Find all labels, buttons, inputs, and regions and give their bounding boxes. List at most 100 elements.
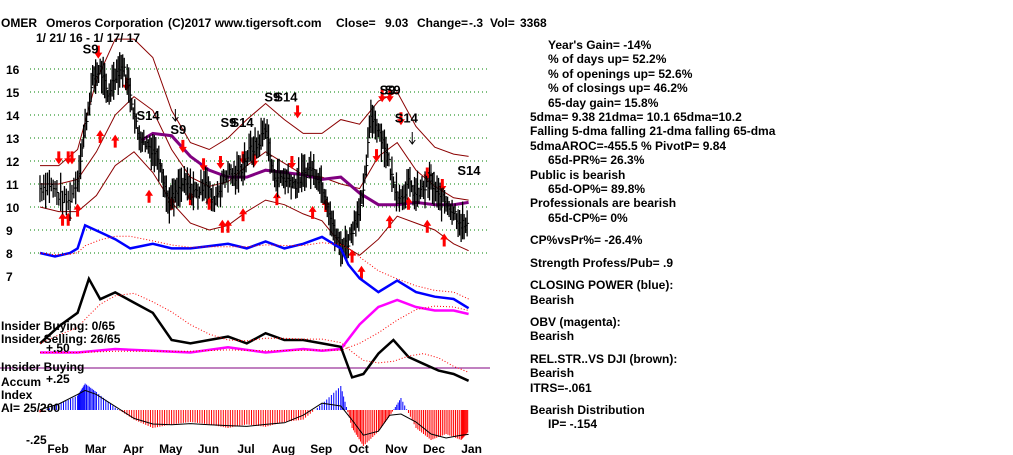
accum-label: Accum (1, 375, 41, 389)
openings-up: % of openings up= 52.6% (548, 66, 693, 81)
down-arrow-icon (171, 109, 179, 122)
panel-minus25: -.25 (26, 433, 47, 447)
aroc-pivot: 5dmaAROC=-455.5 % PivotP= 9.84 (530, 138, 727, 153)
down-arrow-icon (67, 151, 76, 165)
up-arrow-icon (218, 219, 227, 233)
x-tick-label: Nov (385, 442, 408, 455)
date-range: 1/ 21/ 16 - 1/ 17/ 17 (36, 31, 140, 45)
up-arrow-icon (385, 215, 394, 229)
up-arrow-icon (357, 265, 366, 279)
up-arrow-icon (348, 249, 357, 263)
up-arrow-icon (423, 219, 432, 233)
price-bars (39, 52, 470, 267)
up-arrow-icon (308, 205, 317, 219)
indicator-lines (39, 223, 470, 382)
relstr-status: Bearish (530, 366, 575, 381)
panel-plus50: +.50 (46, 341, 70, 355)
cp-vs-pr: CP%vsPr%= -26.4% (530, 233, 643, 248)
band-line (40, 95, 469, 201)
closing_power-line (39, 223, 470, 310)
y-tick-label: 12 (6, 155, 20, 169)
up-arrow-icon (239, 208, 248, 222)
signal-label: S9 (83, 41, 99, 56)
professionals-status: Professionals are bearish (530, 196, 677, 211)
header-company: Omeros Corporation (46, 16, 163, 30)
up-arrow-icon (96, 130, 105, 143)
header-change-value: -.3 (469, 16, 483, 30)
accum-index-histogram (39, 383, 469, 446)
closings-up: % of closings up= 46.2% (548, 81, 688, 96)
distribution-label: Bearish Distribution (530, 402, 645, 417)
band-line (40, 38, 469, 167)
y-tick-label: 13 (6, 132, 20, 146)
up-arrow-icon (145, 189, 154, 203)
signal-label: S14 (137, 108, 161, 123)
down-arrow-icon (54, 151, 63, 165)
down-arrow-icon (408, 132, 416, 145)
up-arrow-icon (73, 203, 82, 217)
x-tick-label: Mar (85, 442, 107, 455)
down-arrow-icon (372, 149, 381, 163)
cp-value: 65d-CP%= 0% (548, 210, 628, 225)
header-ticker: OMER (1, 16, 37, 30)
insider-buying-label: Insider Buying (1, 360, 84, 374)
strength-ratio: Strength Profess/Pub= .9 (530, 255, 674, 270)
ai-value: AI= 25/200 (1, 401, 60, 415)
days-up: % of days up= 52.2% (548, 52, 667, 67)
dma-values: 5dma= 9.38 21dma= 10.1 65dma=10.2 (530, 110, 742, 125)
signal-label: S9 (264, 90, 280, 105)
y-tick-label: 15 (6, 86, 20, 100)
y-tick-label: 11 (6, 178, 19, 192)
panel-plus25: +.25 (46, 372, 70, 386)
up-arrow-icon (58, 212, 67, 226)
ip-value: IP= -.154 (548, 417, 598, 432)
signal-label: S14 (231, 115, 255, 130)
down-arrow-icon (293, 105, 302, 119)
down-arrow-icon (385, 89, 394, 103)
down-arrow-icon (287, 156, 296, 169)
x-tick-label: Oct (349, 442, 369, 455)
x-tick-label: Apr (123, 442, 144, 455)
y-tick-label: 8 (6, 247, 13, 261)
down-arrow-icon (178, 139, 187, 153)
up-arrow-icon (272, 192, 281, 206)
x-tick-label: Feb (47, 442, 68, 455)
down-arrow-icon (396, 112, 405, 126)
obv-ma-line (40, 305, 469, 353)
down-arrow-icon (94, 45, 103, 59)
relstr-ma-line (39, 292, 469, 373)
stats-panel: Year's Gain= -14% % of days up= 52.2% % … (530, 38, 1000, 432)
x-tick-label: Jun (198, 442, 219, 455)
obv-status: Bearish (530, 329, 575, 344)
x-tick-label: Sep (310, 442, 332, 455)
relstr-label: REL.STR..VS DJI (brown): (530, 351, 678, 366)
up-arrow-icon (64, 212, 73, 226)
up-arrow-icon (224, 219, 232, 233)
down-arrow-icon (216, 156, 225, 169)
y-tick-label: 10 (6, 201, 20, 215)
signal-label: S9 (380, 83, 396, 98)
x-tick-label: Jul (237, 442, 254, 455)
itrs-value: ITRS=-.061 (530, 380, 592, 395)
obv-label: OBV (magenta): (530, 314, 621, 329)
header-vol-label: Vol= (490, 16, 515, 30)
x-tick-label: Jan (461, 442, 482, 455)
signal-label: S14 (274, 90, 298, 105)
index-label: Index (1, 388, 33, 402)
down-arrow-icon (378, 89, 387, 103)
up-arrow-icon (111, 134, 120, 148)
public-status: Public is bearish (530, 167, 626, 182)
signal-label: S9 (170, 122, 186, 137)
y-tick-label: 16 (6, 63, 20, 77)
header-close-label: Close= (336, 16, 376, 30)
relstr-line (39, 275, 470, 382)
closing-power-status: Bearish (530, 292, 575, 307)
up-arrow-icon (404, 196, 413, 210)
y-tick-label: 7 (6, 270, 13, 284)
accum-ma-line (39, 389, 469, 439)
header-change-label: Change= (417, 16, 468, 30)
closing-power-label: CLOSING POWER (blue): (530, 278, 674, 293)
signal-label: S14 (457, 163, 481, 178)
